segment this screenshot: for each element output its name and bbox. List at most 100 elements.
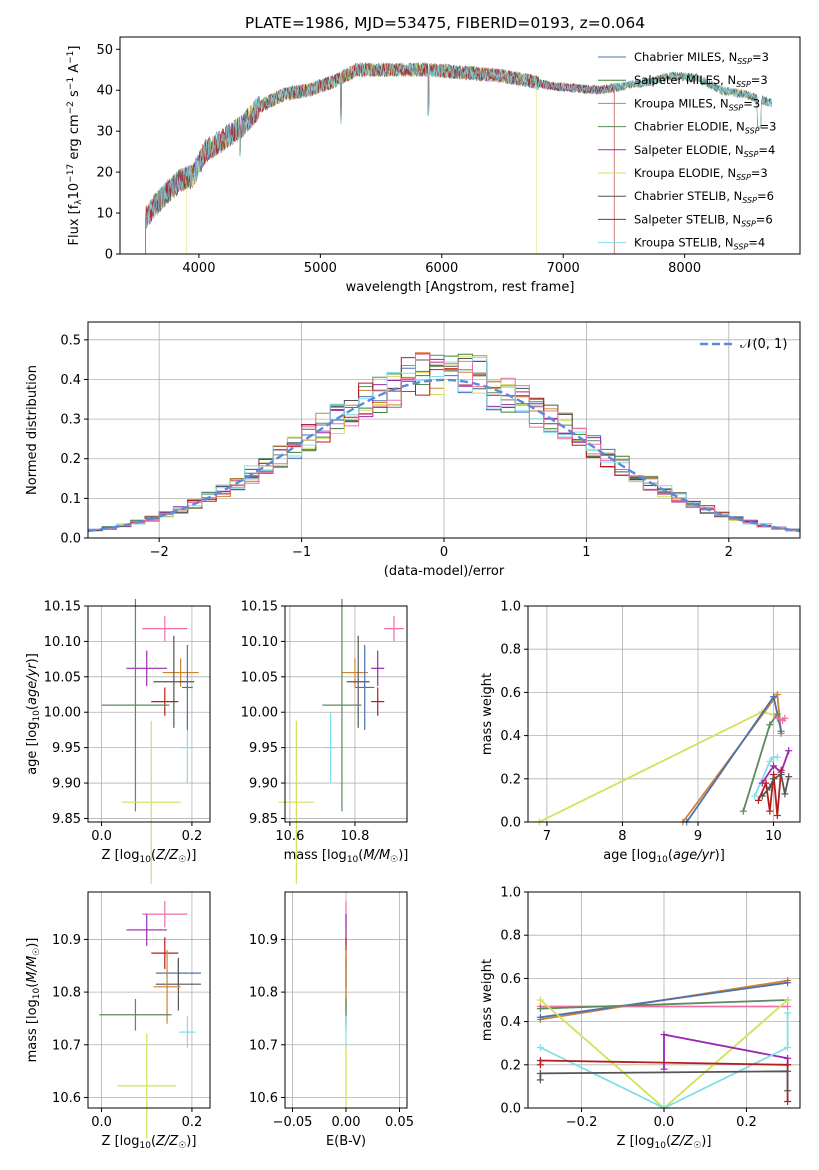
panel-mass-vs-Z: 0.0 0.2 10.6 10.7 10.8 10.9 Z [log10(Z/Z☉)] mas… (25, 891, 211, 1151)
y-axis-label: Flux [fλ10−17 erg cm−2 s−1 A−1] (66, 46, 84, 246)
spectrum-line (145, 61, 615, 254)
x-tick-label: −2 (150, 545, 169, 560)
weight-line (761, 750, 790, 784)
y-axis-label: mass weight (480, 673, 495, 755)
error-point (121, 720, 181, 884)
legend-entry: Kroupa ELODIE, NSSP=3 (634, 166, 768, 182)
weight-line (685, 694, 782, 823)
y-tick-label: 0.0 (500, 816, 521, 831)
y-tick-label: 1.0 (500, 600, 521, 615)
error-point (126, 650, 168, 687)
x-tick-label: 7 (543, 829, 551, 844)
legend-entry: Chabrier MILES, NSSP=3 (634, 50, 769, 66)
y-tick-label: 0.4 (500, 729, 521, 744)
y-tick-label: 10 (96, 207, 113, 222)
y-tick-label: 10.7 (249, 1038, 278, 1053)
x-tick-label: 0.2 (182, 1115, 203, 1130)
x-tick-label: 0.0 (654, 1115, 675, 1130)
legend-entry: Salpeter ELODIE, NSSP=4 (634, 143, 775, 159)
x-tick-label: −0.05 (273, 1115, 313, 1130)
axes-frame (87, 891, 211, 1109)
y-tick-label: 10.05 (241, 670, 278, 685)
legend-entry: Chabrier STELIB, NSSP=6 (634, 189, 774, 205)
legend-entry: 𝒩(0, 1) (740, 337, 787, 352)
figure-title: PLATE=1986, MJD=53475, FIBERID=0193, z=0… (245, 14, 645, 32)
y-tick-label: 0.2 (500, 1058, 521, 1073)
error-point (162, 658, 199, 687)
weight-line (540, 981, 788, 1019)
panel-spectrum: Chabrier MILES, NSSP=3 Salpeter MILES, NS… (66, 36, 801, 295)
error-point (371, 650, 385, 687)
y-tick-label: 40 (96, 84, 113, 99)
error-point (155, 957, 201, 1011)
y-tick-label: 0.2 (500, 772, 521, 787)
legend-entry: Kroupa MILES, NSSP=3 (634, 96, 760, 112)
y-tick-label: 9.85 (249, 812, 278, 827)
x-tick-label: 5000 (304, 261, 337, 276)
y-tick-label: 9.90 (249, 777, 278, 792)
weight-line (538, 710, 778, 823)
y-axis-label: mass weight (480, 959, 495, 1041)
x-tick-label: 10 (765, 829, 782, 844)
y-tick-label: 0.6 (500, 972, 521, 987)
y-tick-label: 9.95 (52, 741, 81, 756)
x-axis-label: mass [log10(M/M☉)] (284, 848, 409, 865)
error-point (278, 720, 315, 884)
x-axis-label: age [log10(age/yr)] (603, 848, 725, 865)
y-tick-label: 0.3 (60, 413, 81, 428)
y-tick-label: 0.2 (60, 452, 81, 467)
x-tick-label: 1 (582, 545, 590, 560)
error-point (99, 998, 172, 1031)
y-tick-label: 10.9 (52, 933, 81, 948)
legend-entry: Chabrier ELODIE, NSSP=3 (634, 120, 776, 136)
y-tick-label: 0.8 (500, 929, 521, 944)
spectrum-line (145, 62, 615, 254)
axes-frame (284, 605, 408, 823)
legend: 𝒩(0, 1) (700, 337, 787, 352)
x-tick-label: 2 (725, 545, 733, 560)
error-point (179, 1016, 196, 1048)
x-tick-label: 0.2 (736, 1115, 757, 1130)
weight-line (761, 773, 790, 797)
axes-frame (87, 605, 211, 823)
y-tick-label: 10.8 (249, 986, 278, 1001)
x-tick-label: 7000 (547, 261, 580, 276)
y-tick-label: 0 (105, 248, 113, 263)
y-tick-label: 10.15 (44, 600, 81, 615)
axes-frame (119, 36, 801, 255)
y-tick-label: 10.8 (52, 986, 81, 1001)
y-tick-label: 9.95 (249, 741, 278, 756)
axes-frame (527, 605, 801, 823)
spectrum-line (145, 62, 615, 254)
x-tick-label: 9 (694, 829, 702, 844)
x-tick-label: 6000 (425, 261, 458, 276)
panel-residuals: 𝒩(0, 1) −2 −1 0 1 2 0.0 0.1 0.2 0.3 0.4 0.5 (data-mo… (25, 321, 801, 579)
y-tick-label: 10.6 (52, 1091, 81, 1106)
error-point (384, 615, 404, 642)
spectrum-line (186, 62, 537, 254)
x-tick-label: 0.05 (385, 1115, 414, 1130)
error-point (142, 615, 188, 642)
y-tick-label: 10.10 (241, 635, 278, 650)
error-point (153, 635, 195, 728)
y-tick-label: 10.05 (44, 670, 81, 685)
y-tick-label: 1.0 (500, 886, 521, 901)
y-tick-label: 0.5 (60, 333, 81, 348)
x-tick-label: −0.2 (566, 1115, 598, 1130)
y-tick-label: 10.9 (249, 933, 278, 948)
error-point (117, 1033, 177, 1139)
x-tick-label: 10.6 (275, 829, 304, 844)
x-tick-label: 10.8 (340, 829, 369, 844)
x-tick-label: 0.00 (332, 1115, 361, 1130)
error-point (151, 937, 179, 969)
y-tick-label: 0.8 (500, 643, 521, 658)
error-point (101, 598, 170, 812)
x-axis-label: wavelength [Angstrom, rest frame] (346, 280, 575, 295)
y-axis-label: Normed distribution (25, 365, 40, 495)
y-axis-label: age [log10(age/yr)] (25, 653, 42, 775)
x-axis-label: (data-model)/error (384, 564, 505, 579)
error-point (153, 949, 181, 1024)
x-axis-label: Z [log10(Z/Z☉)] (102, 1134, 197, 1151)
x-tick-label: 0 (440, 545, 448, 560)
